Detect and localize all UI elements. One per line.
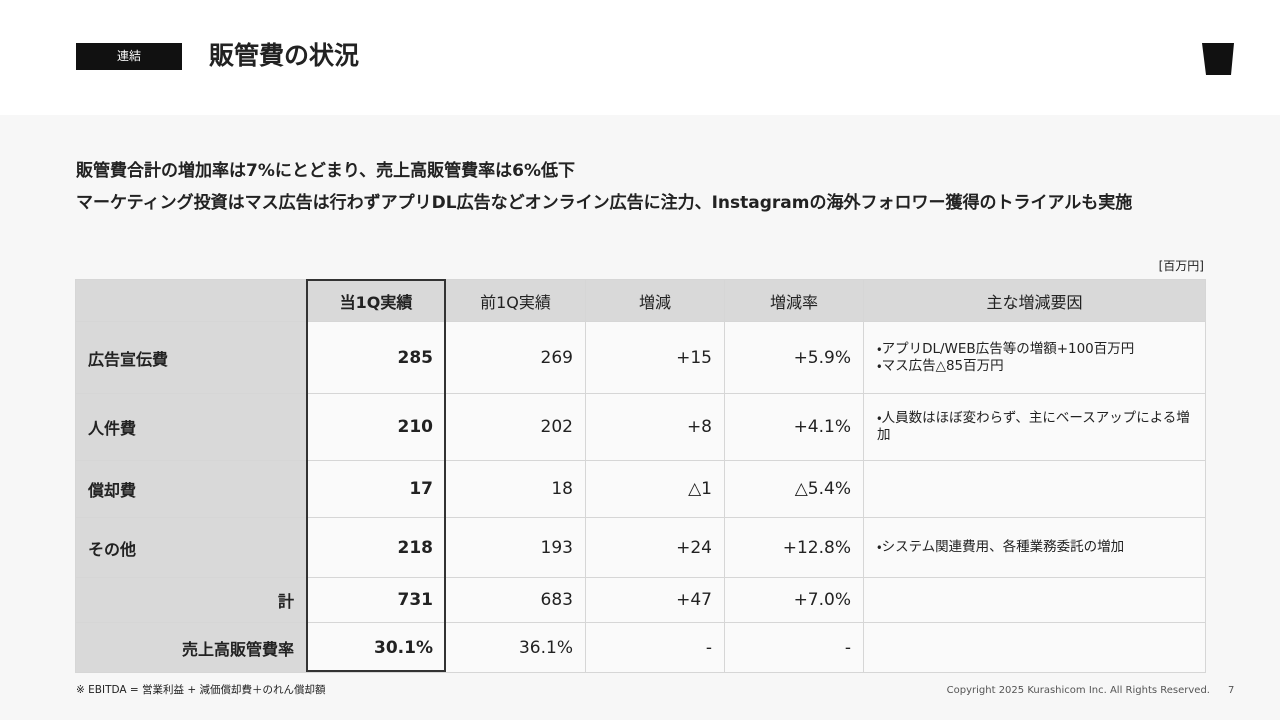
title: 販管費の状況 — [209, 41, 360, 70]
page-number: 7 — [1228, 685, 1235, 696]
cell: 193 — [445, 517, 586, 578]
cell: +4.1% — [724, 393, 864, 461]
row-label: その他 — [75, 517, 307, 578]
header-cell: 増減率 — [724, 279, 864, 322]
cell: +15 — [585, 321, 725, 394]
cell: +47 — [585, 577, 725, 623]
summary-line: マーケティング投資はマス広告は行わずアプリDL広告などオンライン広告に注力、In… — [76, 193, 1133, 213]
note-cell — [863, 577, 1206, 623]
badge: 連結 — [76, 43, 182, 70]
cell: - — [585, 622, 725, 673]
logo — [1202, 43, 1234, 75]
header-cell: 増減 — [585, 279, 725, 322]
table-row: 計 731 683 +47 +7.0% — [75, 577, 1206, 623]
header-row: 当1Q実績 前1Q実績 増減 増減率 主な増減要因 — [75, 279, 1206, 322]
cell: 18 — [445, 460, 586, 518]
note-cell — [863, 622, 1206, 673]
cell: +12.8% — [724, 517, 864, 578]
cell: 36.1% — [445, 622, 586, 673]
header-cell: 当1Q実績 — [306, 279, 446, 322]
row-label: 売上高販管費率 — [75, 622, 307, 673]
footnote: ※ EBITDA = 営業利益 + 減価償却費＋のれん償却額 — [76, 684, 326, 696]
note-cell: ・システム関連費用、各種業務委託の増加 — [863, 517, 1206, 578]
row-label: 広告宣伝費 — [75, 321, 307, 394]
table: 当1Q実績 前1Q実績 増減 増減率 主な増減要因 広告宣伝費 285 269 +15 +5.9%… — [75, 279, 1206, 673]
note-line: ・システム関連費用、各種業務委託の増加 — [877, 539, 1125, 555]
header-cell — [75, 279, 307, 322]
cell: 731 — [306, 577, 446, 623]
cell: +7.0% — [724, 577, 864, 623]
table-row: 償却費 17 18 △1 △5.4% — [75, 460, 1206, 518]
cell: 17 — [306, 460, 446, 518]
cell: - — [724, 622, 864, 673]
cell: 218 — [306, 517, 446, 578]
cell: +24 — [585, 517, 725, 578]
row-label: 計 — [75, 577, 307, 623]
row-label: 人件費 — [75, 393, 307, 461]
table-row: その他 218 193 +24 +12.8% ・システム関連費用、各種業務委託の増加 — [75, 517, 1206, 578]
cell: +8 — [585, 393, 725, 461]
summary-line: 販管費合計の増加率は7%にとどまり、売上高販管費率は6%低下 — [76, 161, 576, 181]
table-row: 人件費 210 202 +8 +4.1% ・人員数はほぼ変わらず、主にベースアップによる増… — [75, 393, 1206, 461]
cell: △5.4% — [724, 460, 864, 518]
cell: +5.9% — [724, 321, 864, 394]
unit: [百万円] — [1158, 259, 1204, 273]
table-row: 広告宣伝費 285 269 +15 +5.9% ・アプリDL/WEB広告等の増額+100百… — [75, 321, 1206, 394]
table-row: 売上高販管費率 30.1% 36.1% - - — [75, 622, 1206, 673]
header-bar — [0, 0, 1280, 115]
cell: 30.1% — [306, 622, 446, 673]
note-cell — [863, 460, 1206, 518]
cell: 683 — [445, 577, 586, 623]
cell: 269 — [445, 321, 586, 394]
note-cell: ・アプリDL/WEB広告等の増額+100百万円 ・マス広告△85百万円 — [863, 321, 1206, 394]
note-cell: ・人員数はほぼ変わらず、主にベースアップによる増加 — [863, 393, 1206, 461]
header-cell: 前1Q実績 — [445, 279, 586, 322]
note-line: ・アプリDL/WEB広告等の増額+100百万円 — [877, 340, 1135, 357]
note-line: ・人員数はほぼ変わらず、主にベースアップによる増加 — [877, 410, 1190, 443]
highlight-frame — [306, 279, 446, 672]
note-line: ・マス広告△85百万円 — [877, 357, 1004, 374]
copyright: Copyright 2025 Kurashicom Inc. All Right… — [946, 685, 1210, 696]
cell: 202 — [445, 393, 586, 461]
header-cell: 主な増減要因 — [863, 279, 1206, 322]
row-label: 償却費 — [75, 460, 307, 518]
cell: △1 — [585, 460, 725, 518]
